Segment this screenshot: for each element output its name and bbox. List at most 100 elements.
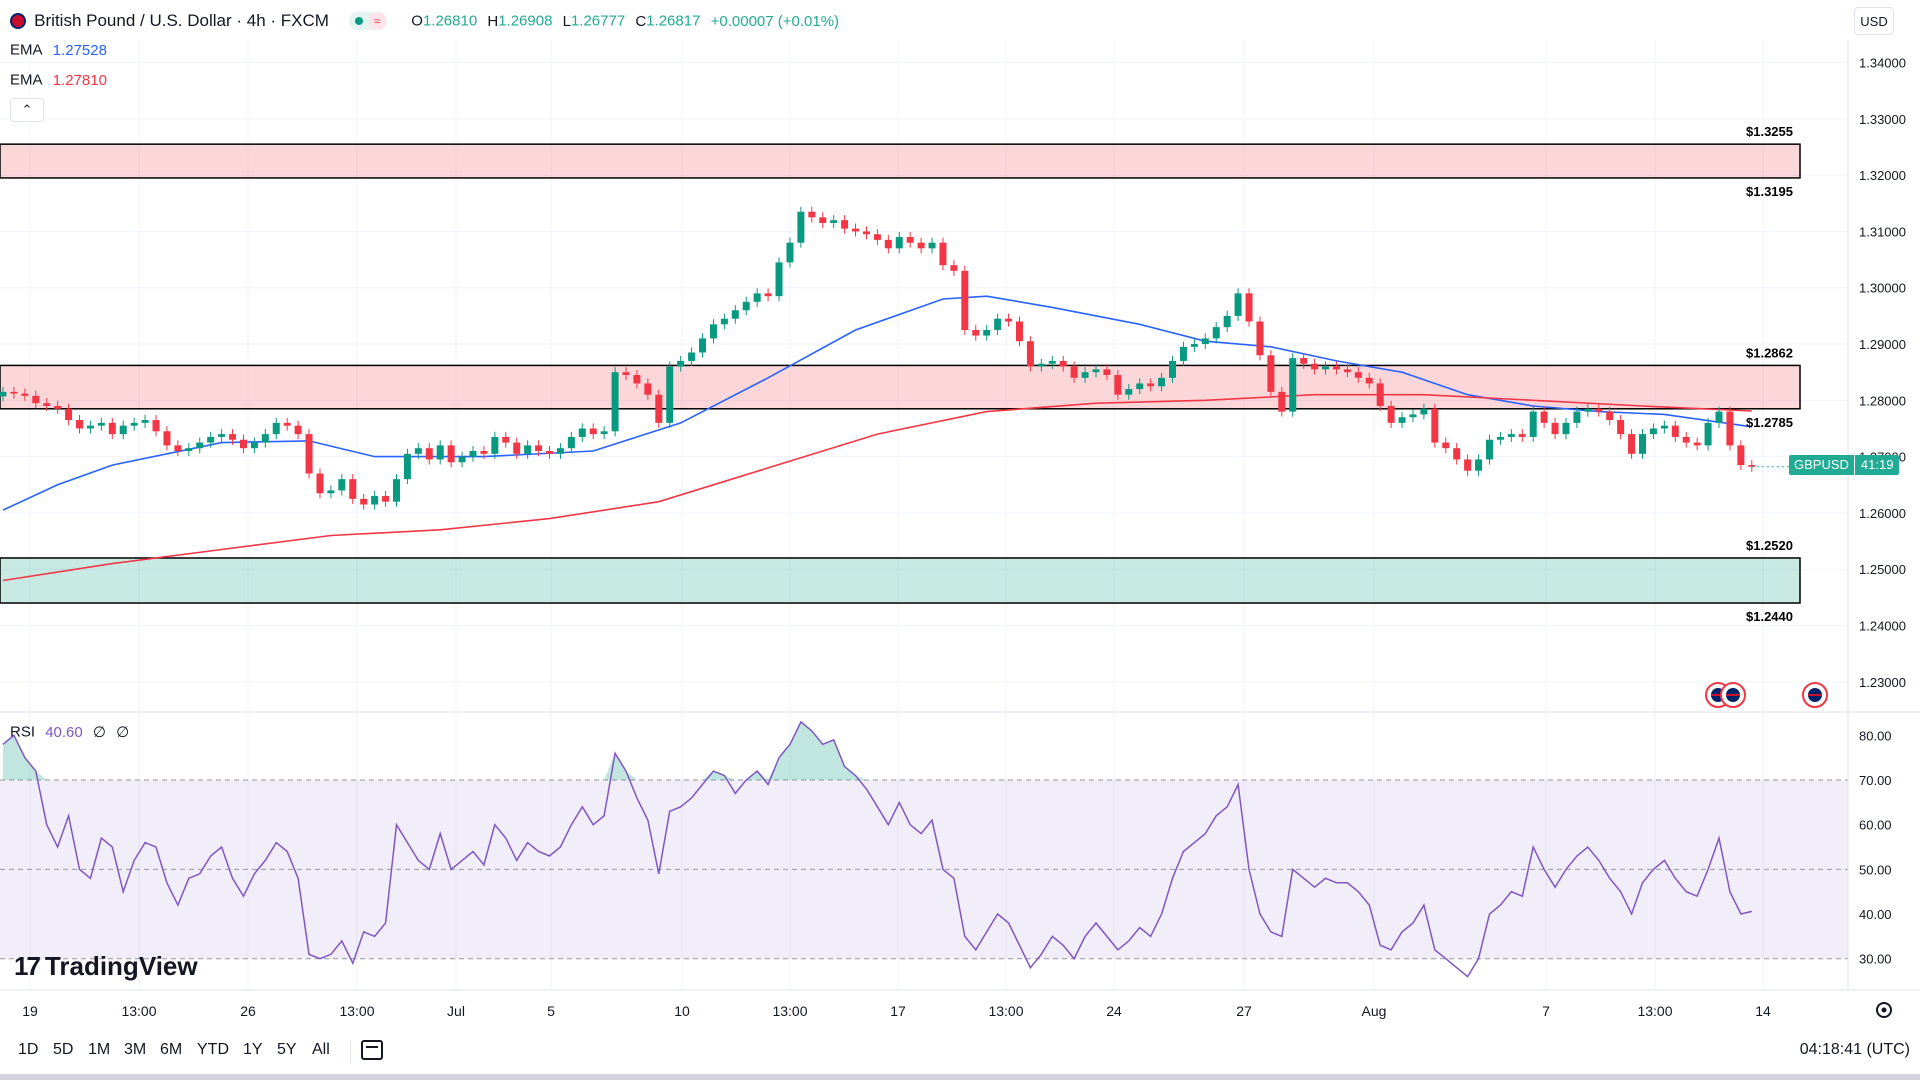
candle-body [469, 451, 477, 457]
rsi-overbought-fill [3, 735, 47, 781]
resistance-zone [0, 143, 1801, 179]
y-tick-label: 1.32000 [1859, 168, 1906, 183]
level-label: $1.3255 [1746, 124, 1793, 139]
utc-clock[interactable]: 04:18:41 (UTC) [1799, 1041, 1910, 1058]
candle-body [546, 451, 553, 454]
candle-body [10, 391, 18, 394]
range-1d-button[interactable]: 1D [18, 1041, 39, 1058]
candle-body [1693, 442, 1701, 446]
candle-body [950, 265, 958, 271]
candle-body [425, 448, 433, 460]
candle-body [513, 442, 521, 454]
candle-body [1660, 425, 1668, 429]
range-3m-button[interactable]: 3M [124, 1041, 147, 1058]
candle-body [1245, 293, 1253, 322]
candle-body [644, 383, 652, 395]
candle-body [1048, 360, 1056, 364]
candle-body [1136, 383, 1144, 390]
candle-body [556, 448, 564, 454]
candle-body [1737, 445, 1745, 466]
range-1m-button[interactable]: 1M [88, 1041, 111, 1058]
candle-body [1584, 408, 1592, 412]
price-tag-symbol: GBPUSD [1789, 455, 1854, 475]
candle-body [360, 498, 368, 505]
candle-body [294, 425, 302, 435]
rsi-label: RSI [10, 723, 36, 741]
x-tick-label: 13:00 [121, 1003, 156, 1019]
candle-body [1114, 375, 1122, 395]
symbol-title[interactable]: British Pound / U.S. Dollar · 4h · FXCM [34, 11, 329, 30]
candle-body [611, 372, 619, 432]
candle-body [218, 434, 226, 437]
rsi-legend[interactable]: RSI 40.60 ∅ ∅ [10, 723, 129, 742]
market-status-toggle[interactable]: ≈ [349, 12, 388, 30]
x-tick-label: 10 [674, 1003, 690, 1019]
candle-body [1649, 428, 1657, 435]
candle-body [316, 473, 324, 494]
candle-body [1070, 366, 1078, 378]
flag-icon [10, 13, 26, 29]
ema-fast-value: 1.27528 [52, 41, 107, 59]
calendar-icon[interactable] [361, 1040, 383, 1060]
candle-body [1518, 434, 1526, 437]
candle-body [764, 293, 772, 297]
range-1y-button[interactable]: 1Y [243, 1041, 263, 1058]
collapse-legend-button[interactable]: ⌃ [10, 98, 44, 122]
candle-body [283, 422, 291, 426]
ema-slow-legend[interactable]: EMA 1.27810 [10, 71, 107, 89]
tradingview-wordmark: TradingView [44, 951, 198, 981]
candle-body [928, 242, 936, 249]
ohlc-close-label: C [635, 12, 647, 30]
ema-line [2, 393, 1752, 582]
candle-body [567, 436, 575, 449]
candle-body [939, 242, 947, 266]
candle-body [502, 436, 510, 443]
candle-body [250, 442, 258, 449]
candle-body [141, 420, 149, 423]
candle-body [207, 436, 215, 443]
candle-body [633, 375, 641, 384]
candle-body [119, 425, 127, 435]
rsi-overbought-fill [604, 753, 637, 781]
candle-body [1715, 411, 1723, 423]
range-5d-button[interactable]: 5D [53, 1041, 74, 1058]
candle-body [600, 431, 608, 435]
range-5y-button[interactable]: 5Y [277, 1041, 297, 1058]
candle-body [1278, 391, 1286, 412]
candle-body [130, 422, 138, 426]
support-zone [0, 557, 1801, 604]
ema-fast-legend[interactable]: EMA 1.27528 [10, 41, 107, 59]
candle-body [1529, 411, 1537, 437]
level-label: $1.2520 [1746, 538, 1793, 553]
candle-body [436, 445, 444, 460]
tradingview-logo[interactable]: 17 TradingView [14, 951, 198, 982]
candle-body [742, 301, 750, 311]
ohlc-change: +0.00007 (+0.01%) [710, 12, 840, 30]
candle-body [862, 231, 870, 235]
candle-body [382, 496, 390, 502]
tradingview-mark-icon: 17 [14, 951, 41, 981]
candle-body [1005, 318, 1013, 322]
x-tick-label: 19 [22, 1003, 38, 1019]
candle-body [1540, 411, 1548, 423]
chart-canvas[interactable]: $1.3255 $1.3195 $1.2862 $1.2785 $1.2520 $1.24… [0, 0, 1920, 1036]
toolbar-divider [350, 1040, 351, 1064]
currency-selector[interactable]: USD [1854, 7, 1894, 35]
range-ytd-button[interactable]: YTD [197, 1041, 229, 1058]
range-all-button[interactable]: All [312, 1041, 330, 1058]
price-tag: GBPUSD 41:19 [1789, 455, 1900, 475]
rsi-pane [0, 720, 1848, 978]
chevron-up-icon: ⌃ [21, 102, 33, 117]
candle-body [994, 318, 1002, 330]
candle-body [338, 479, 346, 491]
chart-legend: British Pound / U.S. Dollar · 4h · FXCM … [10, 11, 839, 31]
candle-body [1190, 344, 1198, 347]
candle-body [1682, 436, 1690, 443]
ema-slow-label: EMA [10, 71, 43, 89]
range-6m-button[interactable]: 6M [160, 1041, 183, 1058]
candle-body [447, 445, 455, 463]
rsi-tick-label: 30.00 [1859, 952, 1892, 967]
candle-body [414, 448, 422, 454]
candle-body [1343, 369, 1351, 373]
candle-body [0, 391, 7, 397]
